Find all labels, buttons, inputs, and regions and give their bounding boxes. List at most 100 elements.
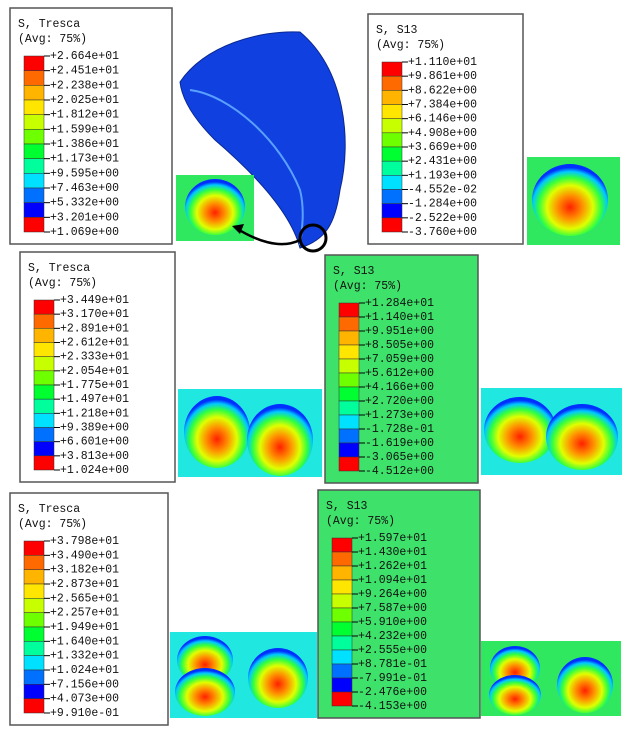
color-band xyxy=(332,608,352,622)
legend-value: +3.170e+01 xyxy=(60,308,129,321)
legend-subtitle: (Avg: 75%) xyxy=(28,277,97,290)
color-band xyxy=(24,656,44,670)
color-band xyxy=(24,570,44,584)
color-band xyxy=(24,555,44,569)
legend-value: +1.069e+00 xyxy=(50,226,119,239)
legend-value: +2.238e+01 xyxy=(50,79,119,92)
legend-value: +7.156e+00 xyxy=(50,678,119,691)
legend-value: +9.951e+00 xyxy=(365,325,434,338)
legend-value: -2.522e+00 xyxy=(408,212,477,225)
legend-title: S, S13 xyxy=(326,500,368,513)
legend-value: -3.760e+00 xyxy=(408,226,477,239)
legend-subtitle: (Avg: 75%) xyxy=(326,515,395,528)
legend-value: +2.431e+00 xyxy=(408,155,477,168)
legend-value: +1.430e+01 xyxy=(358,546,427,559)
legend-value: +2.025e+01 xyxy=(50,94,119,107)
legend-subtitle: (Avg: 75%) xyxy=(376,39,445,52)
legend-value: +8.622e+00 xyxy=(408,84,477,97)
legend-value: +7.587e+00 xyxy=(358,602,427,615)
legend-value: -7.991e-01 xyxy=(358,672,427,685)
legend-value: +4.166e+00 xyxy=(365,381,434,394)
color-band xyxy=(34,385,54,399)
color-band xyxy=(24,541,44,555)
color-band xyxy=(34,314,54,328)
legend-value: +2.891e+01 xyxy=(60,322,129,335)
color-band xyxy=(34,456,54,470)
legend-value: +1.218e+01 xyxy=(60,407,129,420)
legend-value: +2.565e+01 xyxy=(50,592,119,605)
color-band xyxy=(332,664,352,678)
color-band xyxy=(382,62,402,76)
color-band xyxy=(24,598,44,612)
legend-value: +9.861e+00 xyxy=(408,70,477,83)
color-band xyxy=(339,359,359,373)
legend-value: +1.140e+01 xyxy=(365,311,434,324)
color-band xyxy=(382,175,402,189)
color-band xyxy=(339,303,359,317)
legend-value: +3.813e+00 xyxy=(60,450,129,463)
color-band xyxy=(34,413,54,427)
legend-value: +3.201e+00 xyxy=(50,211,119,224)
color-band xyxy=(332,566,352,580)
legend-title: S, S13 xyxy=(376,24,418,37)
legend-value: +1.599e+01 xyxy=(50,123,119,136)
legend-value: +1.284e+01 xyxy=(365,297,434,310)
legend-value: +8.781e-01 xyxy=(358,658,427,671)
legend-title: S, Tresca xyxy=(18,503,80,516)
color-band xyxy=(34,343,54,357)
contour-image xyxy=(178,389,322,477)
color-band xyxy=(34,442,54,456)
color-band xyxy=(332,636,352,650)
legend-value: -1.619e+00 xyxy=(365,437,434,450)
contour-image xyxy=(481,641,621,716)
legend-value: +2.333e+01 xyxy=(60,351,129,364)
legend-value: -4.552e-02 xyxy=(408,184,477,197)
color-band xyxy=(24,684,44,698)
legend-subtitle: (Avg: 75%) xyxy=(18,518,87,531)
legend-subtitle: (Avg: 75%) xyxy=(18,33,87,46)
color-band xyxy=(339,331,359,345)
legend-value: -1.284e+00 xyxy=(408,198,477,211)
color-band xyxy=(24,129,44,144)
color-band xyxy=(332,650,352,664)
color-band xyxy=(24,699,44,713)
color-band xyxy=(24,627,44,641)
color-band xyxy=(24,641,44,655)
legend-value: +6.601e+00 xyxy=(60,436,129,449)
color-band xyxy=(339,415,359,429)
legend-value: +2.451e+01 xyxy=(50,65,119,78)
legend-value: -3.065e+00 xyxy=(365,451,434,464)
color-band xyxy=(339,443,359,457)
color-band xyxy=(382,119,402,133)
legend-title: S, Tresca xyxy=(28,262,90,275)
color-band xyxy=(339,373,359,387)
legend-value: +1.949e+01 xyxy=(50,621,119,634)
legend-value: +2.664e+01 xyxy=(50,50,119,63)
legend-value: +3.490e+01 xyxy=(50,549,119,562)
color-band xyxy=(332,538,352,552)
color-band xyxy=(382,147,402,161)
color-band xyxy=(339,401,359,415)
color-band xyxy=(24,584,44,598)
legend-value: +1.332e+01 xyxy=(50,650,119,663)
legend-value: +3.449e+01 xyxy=(60,294,129,307)
legend-value: +1.193e+00 xyxy=(408,169,477,182)
contour-image xyxy=(170,632,317,718)
color-band xyxy=(34,428,54,442)
legend-value: +1.812e+01 xyxy=(50,109,119,122)
color-band xyxy=(24,217,44,232)
legend-value: +1.110e+01 xyxy=(408,56,477,69)
legend-value: +6.146e+00 xyxy=(408,113,477,126)
color-band xyxy=(339,317,359,331)
color-band xyxy=(382,76,402,90)
color-band xyxy=(24,115,44,130)
figure: S, Tresca(Avg: 75%)+2.664e+01+2.451e+01+… xyxy=(0,0,629,731)
legend-value: +5.612e+00 xyxy=(365,367,434,380)
legend-value: +8.505e+00 xyxy=(365,339,434,352)
legend-value: +5.910e+00 xyxy=(358,616,427,629)
legend-title: S, S13 xyxy=(333,265,375,278)
color-band xyxy=(382,161,402,175)
legend-value: +1.173e+01 xyxy=(50,153,119,166)
legend-value: +5.332e+00 xyxy=(50,197,119,210)
color-band xyxy=(382,90,402,104)
